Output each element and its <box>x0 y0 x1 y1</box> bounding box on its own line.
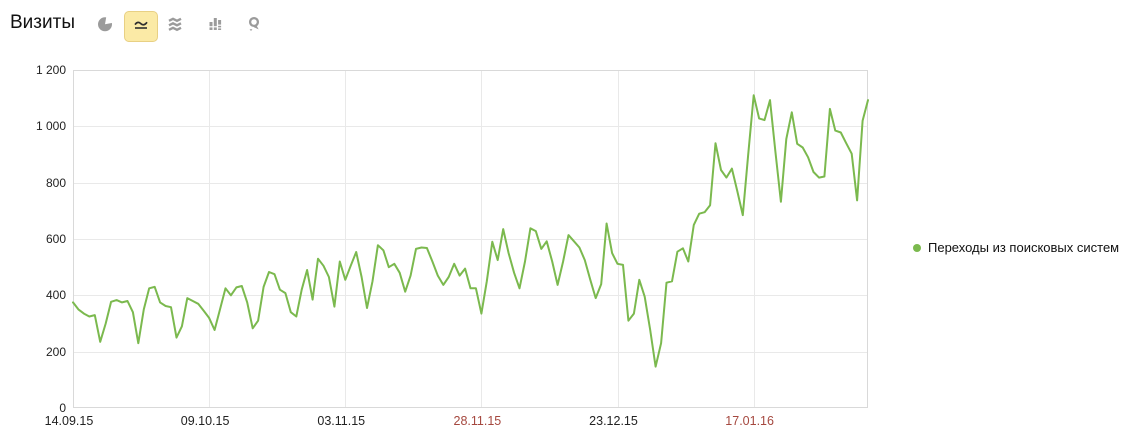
line-chart-icon <box>132 16 150 37</box>
stacked-area-icon <box>167 16 183 37</box>
chart-type-button-bar-chart[interactable] <box>198 11 232 42</box>
legend-item[interactable]: Переходы из поисковых систем <box>913 240 1119 255</box>
y-axis-label: 1 000 <box>35 119 66 134</box>
y-axis-label: 0 <box>59 401 66 415</box>
legend-marker-icon <box>913 243 921 252</box>
chart-type-button-pie-chart[interactable] <box>88 11 122 42</box>
y-axis-label: 600 <box>45 232 66 246</box>
chart-type-button-line-chart[interactable] <box>124 11 158 42</box>
map-pin-icon <box>246 16 262 38</box>
y-axis-label: 1 200 <box>35 63 66 77</box>
x-axis-label: 09.10.15 <box>180 414 230 428</box>
plot-border <box>73 70 868 408</box>
bar-chart-icon <box>207 16 223 37</box>
legend-label: Переходы из поисковых систем <box>928 240 1120 255</box>
pie-chart-icon <box>97 15 114 37</box>
x-axis-label: 14.09.15 <box>44 414 94 428</box>
y-axis-label: 200 <box>45 344 66 359</box>
chart-type-button-stacked-area[interactable] <box>158 11 192 42</box>
x-axis-label: 23.12.15 <box>589 414 638 428</box>
x-axis-label: 17.01.16 <box>725 414 774 428</box>
series-line-search-traffic[interactable] <box>72 94 869 368</box>
page-title: Визиты <box>10 12 75 33</box>
y-axis-label: 400 <box>45 288 66 303</box>
y-axis-label: 800 <box>45 175 66 190</box>
x-axis-label: 03.11.15 <box>317 414 366 428</box>
x-axis-label: 28.11.15 <box>453 414 502 428</box>
chart-type-button-map-pin[interactable] <box>237 11 271 42</box>
